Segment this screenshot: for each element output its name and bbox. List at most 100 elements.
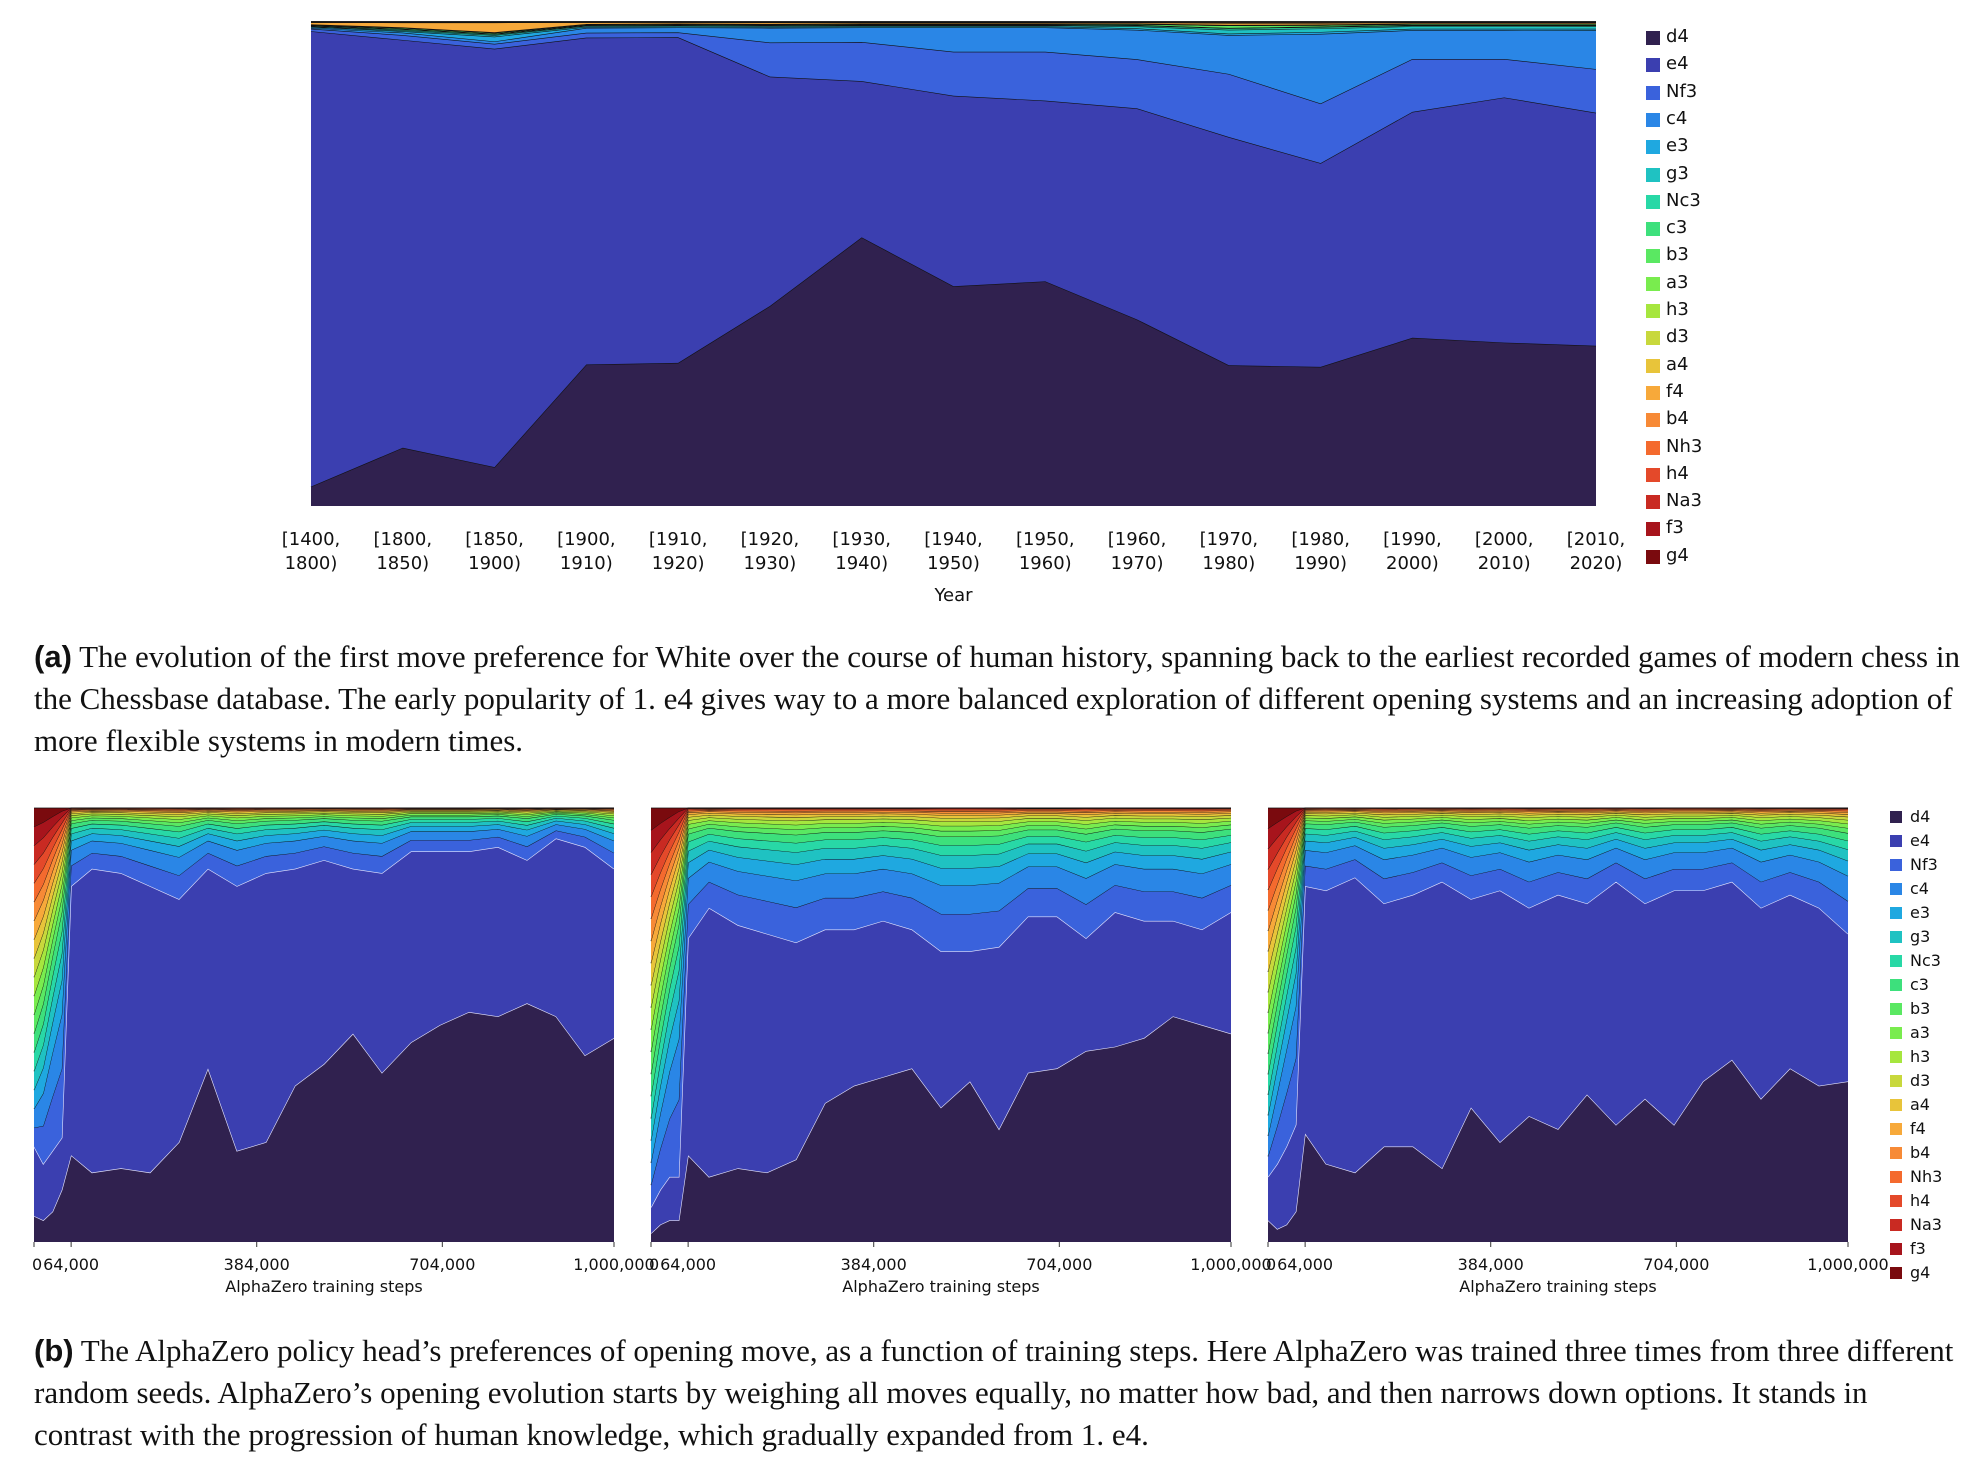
- area-Nf3-run3: [1268, 859, 1848, 1177]
- legend-label: c4: [1910, 879, 1929, 898]
- legend-swatch: [1646, 331, 1660, 346]
- legend-swatch: [1646, 495, 1660, 510]
- area-Nf3-run1: [34, 830, 614, 1164]
- x-axis-label: Year: [933, 585, 973, 606]
- x-tick-label: 1910): [560, 553, 613, 574]
- legend-label: a3: [1910, 1023, 1930, 1042]
- legend-label: g4: [1666, 544, 1689, 566]
- boundary-g3-run2: [650, 840, 1232, 1119]
- legend-swatch: [1890, 955, 1902, 967]
- legend-a: d4 e4 Nf3 c4 e3 g3 Nc3 c3 b3 a3 h3 d3 a4 f4 b4 Nh3 h4 Na3…: [1646, 26, 1766, 568]
- legend-swatch: [1646, 358, 1660, 373]
- legend-label: e4: [1666, 53, 1689, 75]
- boundary-b4-run2: [650, 809, 1232, 920]
- legend-swatch: [1646, 222, 1660, 237]
- area-d4-run3: [1268, 1059, 1848, 1242]
- x-tick-label: [1990,: [1383, 529, 1442, 550]
- legend-swatch: [1646, 112, 1660, 127]
- legend-label: a4: [1910, 1095, 1930, 1114]
- area-f4: [311, 22, 1596, 33]
- legend-swatch: [1890, 931, 1902, 943]
- legend-label: Nc3: [1666, 189, 1701, 211]
- legend-label: a3: [1666, 271, 1689, 293]
- x-tick-label: 1990): [1294, 553, 1347, 574]
- legend-swatch: [1890, 1075, 1902, 1087]
- legend-swatch: [1890, 1195, 1902, 1207]
- x-tick-label: 64,000: [660, 1255, 716, 1274]
- x-tick-label: 64,000: [43, 1255, 99, 1274]
- legend-label: Nf3: [1666, 80, 1698, 102]
- legend-label: c3: [1910, 975, 1929, 994]
- x-tick-label: [1920,: [741, 529, 800, 550]
- boundary-a3-run3: [1267, 816, 1849, 1014]
- legend-label: g3: [1666, 162, 1689, 184]
- boundary-f4-run1: [33, 808, 615, 922]
- x-tick-label: [1940,: [924, 529, 983, 550]
- area-d4-run1: [34, 1003, 614, 1242]
- boundary-a4-run2: [650, 812, 1232, 964]
- x-tick-label: 0: [32, 1255, 42, 1274]
- legend-swatch: [1646, 304, 1660, 318]
- x-tick-label: 1900): [468, 553, 521, 574]
- x-tick-label: [1980,: [1291, 529, 1350, 550]
- legend-label: g3: [1910, 927, 1931, 946]
- x-axis-label: AlphaZero training steps: [225, 1277, 422, 1296]
- legend-swatch: [1646, 440, 1660, 455]
- legend-swatch: [1890, 1243, 1902, 1255]
- area-e4-run1: [34, 838, 614, 1221]
- legend-swatch: [1646, 549, 1660, 564]
- x-tick-label: [2010,: [1567, 529, 1626, 550]
- x-tick-label: [1970,: [1200, 529, 1259, 550]
- x-tick-label: [1400,: [282, 529, 341, 550]
- legend-label: d4: [1666, 26, 1689, 47]
- boundary-Nc3-run3: [1267, 825, 1849, 1075]
- area-c4: [311, 27, 1596, 104]
- boundary-c3-run3: [1267, 821, 1849, 1055]
- legend-label: f4: [1910, 1119, 1926, 1138]
- legend-swatch: [1890, 907, 1902, 919]
- area-e4-run2: [651, 907, 1231, 1234]
- legend-label: Na3: [1666, 490, 1702, 512]
- legend-label: c4: [1666, 107, 1688, 129]
- legend-swatch: [1646, 522, 1660, 537]
- boundary-e3-run3: [1267, 836, 1849, 1116]
- x-tick-label: 1930): [744, 553, 797, 574]
- x-axis-label: AlphaZero training steps: [1459, 1277, 1656, 1296]
- alphazero-opening-charts: 0 64,000 384,000 704,000 1,000,000AlphaZero …: [32, 807, 1889, 1296]
- x-tick-label: 704,000: [1026, 1255, 1092, 1274]
- x-tick-label: 704,000: [409, 1255, 475, 1274]
- x-tick-label: 1800): [285, 553, 338, 574]
- x-tick-label: 1,000,000: [573, 1255, 654, 1274]
- legend-label: d4: [1910, 807, 1931, 826]
- x-tick-label: 1950): [927, 553, 980, 574]
- legend-swatch: [1646, 167, 1660, 182]
- legend-swatch: [1890, 1267, 1902, 1279]
- legend-swatch: [1890, 859, 1902, 871]
- legend-label: e3: [1666, 135, 1689, 157]
- area-d4-run2: [651, 1016, 1231, 1242]
- x-tick-label: [1960,: [1108, 529, 1167, 550]
- x-tick-label: [1900,: [557, 529, 616, 550]
- legend-label: Nh3: [1910, 1167, 1943, 1186]
- legend-label: g4: [1910, 1263, 1931, 1282]
- legend-label: Nf3: [1910, 855, 1938, 874]
- legend-swatch: [1890, 1171, 1902, 1183]
- legend-label: d3: [1910, 1071, 1931, 1090]
- x-tick-label: [2000,: [1475, 529, 1534, 550]
- human-opening-chart: [1400, 1800) [1800, 1850) [1850, 1900) [1900, 1…: [282, 21, 1626, 606]
- legend-label: Nh3: [1666, 435, 1703, 457]
- x-tick-label: 384,000: [1458, 1255, 1524, 1274]
- boundary-a4-run3: [1267, 811, 1849, 952]
- legend-label: a4: [1666, 353, 1689, 375]
- legend-label: d3: [1666, 326, 1689, 348]
- legend-swatch: [1890, 1147, 1902, 1159]
- x-tick-label: [1850,: [465, 529, 524, 550]
- legend-swatch: [1646, 276, 1660, 291]
- legend-label: h3: [1666, 299, 1689, 320]
- x-tick-label: [1910,: [649, 529, 708, 550]
- x-tick-label: 1920): [652, 553, 705, 574]
- caption-b-text: The AlphaZero policy head’s preferences …: [34, 1333, 1954, 1452]
- legend-swatch: [1646, 467, 1660, 482]
- legend-swatch: [1890, 1051, 1902, 1063]
- legend-label: b4: [1910, 1143, 1931, 1162]
